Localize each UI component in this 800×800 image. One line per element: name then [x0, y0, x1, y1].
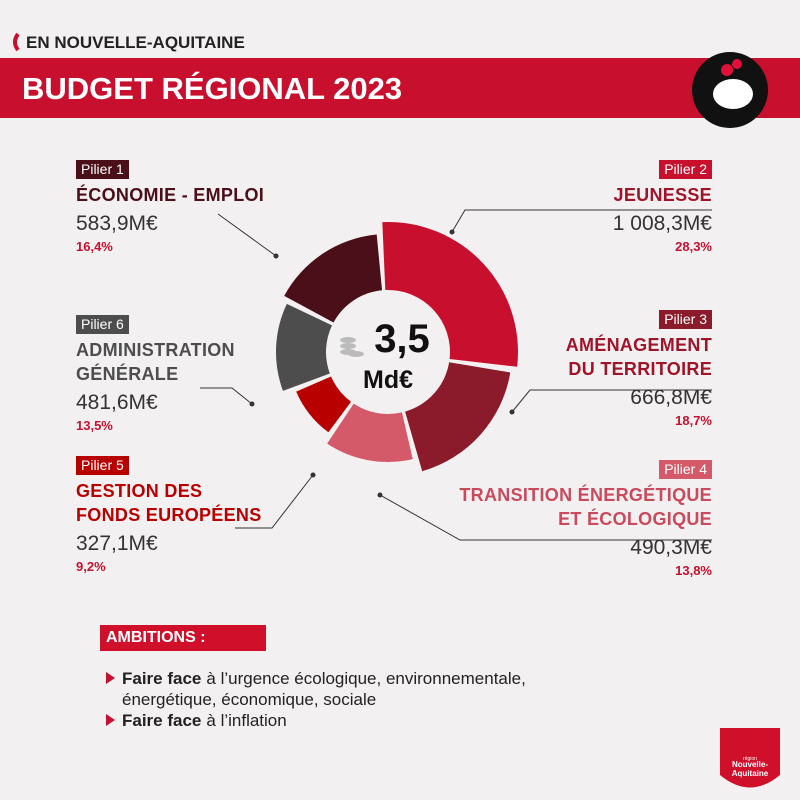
pillar-label: Pilier 2 JEUNESSE 1 008,3M€ 28,3%	[452, 160, 712, 256]
tag-row: Pilier 4	[452, 460, 712, 479]
pillar-tag: Pilier 1	[76, 160, 129, 179]
pillar-percent: 13,8%	[675, 563, 712, 578]
pillar-tag: Pilier 6	[76, 315, 129, 334]
leader-line	[511, 389, 712, 413]
pillar-tag: Pilier 2	[659, 160, 712, 179]
tag-row: Pilier 6	[76, 315, 336, 334]
bullet	[106, 714, 115, 726]
ambition-item: Faire face à l’urgence écologique, enviro…	[122, 668, 662, 710]
pillar-name: TRANSITION ÉNERGÉTIQUE ET ÉCOLOGIQUE	[459, 485, 712, 529]
leader-line	[451, 209, 712, 233]
pillar-label: Pilier 6 ADMINISTRATION GÉNÉRALE 481,6M€ 13…	[76, 315, 336, 435]
pillar-value: 666,8M€	[630, 386, 712, 409]
tag-row: Pilier 3	[452, 310, 712, 329]
pillar-label: Pilier 3 AMÉNAGEMENT DU TERRITOIRE 666,8M€…	[452, 310, 712, 430]
title-band	[0, 58, 800, 118]
pillar-tag: Pilier 3	[659, 310, 712, 329]
logo-small: région	[743, 756, 757, 762]
tag-row: Pilier 1	[76, 160, 336, 179]
pillar-percent: 16,4%	[76, 239, 113, 254]
pillar-percent: 13,5%	[76, 418, 113, 433]
pillar-value: 490,3M€	[630, 536, 712, 559]
pillar-name: ÉCONOMIE - EMPLOI	[76, 185, 265, 205]
leader-dot	[310, 472, 316, 478]
pillar-value: 327,1M€	[76, 532, 158, 555]
ambition-bold: Faire face	[122, 669, 202, 688]
logo-name: Nouvelle-Aquitaine	[732, 760, 769, 778]
pillar-value: 583,9M€	[76, 212, 158, 235]
leader-line	[379, 494, 712, 541]
coins-icon	[340, 337, 364, 357]
pillar-percent: 9,2%	[76, 559, 106, 574]
header-mark	[13, 32, 20, 52]
pillar-value: 1 008,3M€	[612, 212, 712, 235]
leader-line	[235, 474, 314, 529]
pillar-name: JEUNESSE	[613, 185, 712, 205]
coin	[732, 59, 742, 69]
coin	[721, 64, 733, 76]
center-value: 3,5	[374, 317, 430, 361]
ambition-item: Faire face à l’inflation	[122, 710, 662, 731]
logo-shield	[720, 728, 780, 788]
header: EN NOUVELLE-AQUITAINE	[26, 33, 245, 52]
donut	[276, 222, 518, 472]
ambition-text: à l’urgence écologique, environnementale…	[122, 669, 526, 709]
ambition-bold: Faire face	[122, 711, 202, 730]
tag-row: Pilier 2	[452, 160, 712, 179]
leader-line	[200, 387, 253, 405]
donut-segment	[327, 403, 413, 462]
ambitions-label: AMBITIONS :	[100, 625, 266, 651]
pillar-name: AMÉNAGEMENT DU TERRITOIRE	[565, 335, 712, 379]
center-unit: Md€	[363, 366, 413, 394]
donut-segment	[276, 303, 333, 391]
leader-lines	[200, 209, 712, 541]
bullet	[106, 672, 115, 684]
donut-segment	[405, 362, 511, 472]
donut-segment	[296, 376, 352, 433]
leader-dot	[377, 492, 383, 498]
pillar-label: Pilier 5 GESTION DES FONDS EUROPÉENS 327,1…	[76, 456, 336, 576]
piggy-body	[713, 79, 753, 109]
pillar-name: ADMINISTRATION GÉNÉRALE	[76, 340, 235, 384]
leader-dot	[273, 253, 279, 259]
leader-dot	[449, 229, 455, 235]
leader-dot	[509, 409, 515, 415]
pillar-tag: Pilier 4	[659, 460, 712, 479]
tag-row: Pilier 5	[76, 456, 336, 475]
pillar-percent: 18,7%	[675, 413, 712, 428]
pillar-name: GESTION DES FONDS EUROPÉENS	[76, 481, 262, 525]
leader-dot	[249, 401, 255, 407]
donut-segment	[382, 222, 518, 367]
pillar-value: 481,6M€	[76, 391, 158, 414]
pillar-percent: 28,3%	[675, 239, 712, 254]
pillar-tag: Pilier 5	[76, 456, 129, 475]
pillar-label: Pilier 1 ÉCONOMIE - EMPLOI 583,9M€ 16,4%	[76, 160, 336, 256]
ambition-text: à l’inflation	[206, 711, 287, 730]
donut-segment	[284, 234, 383, 323]
pillar-label: Pilier 4 TRANSITION ÉNERGÉTIQUE ET ÉCOLOG…	[452, 460, 712, 580]
leader-line	[217, 213, 277, 257]
title: BUDGET RÉGIONAL 2023	[22, 71, 402, 106]
